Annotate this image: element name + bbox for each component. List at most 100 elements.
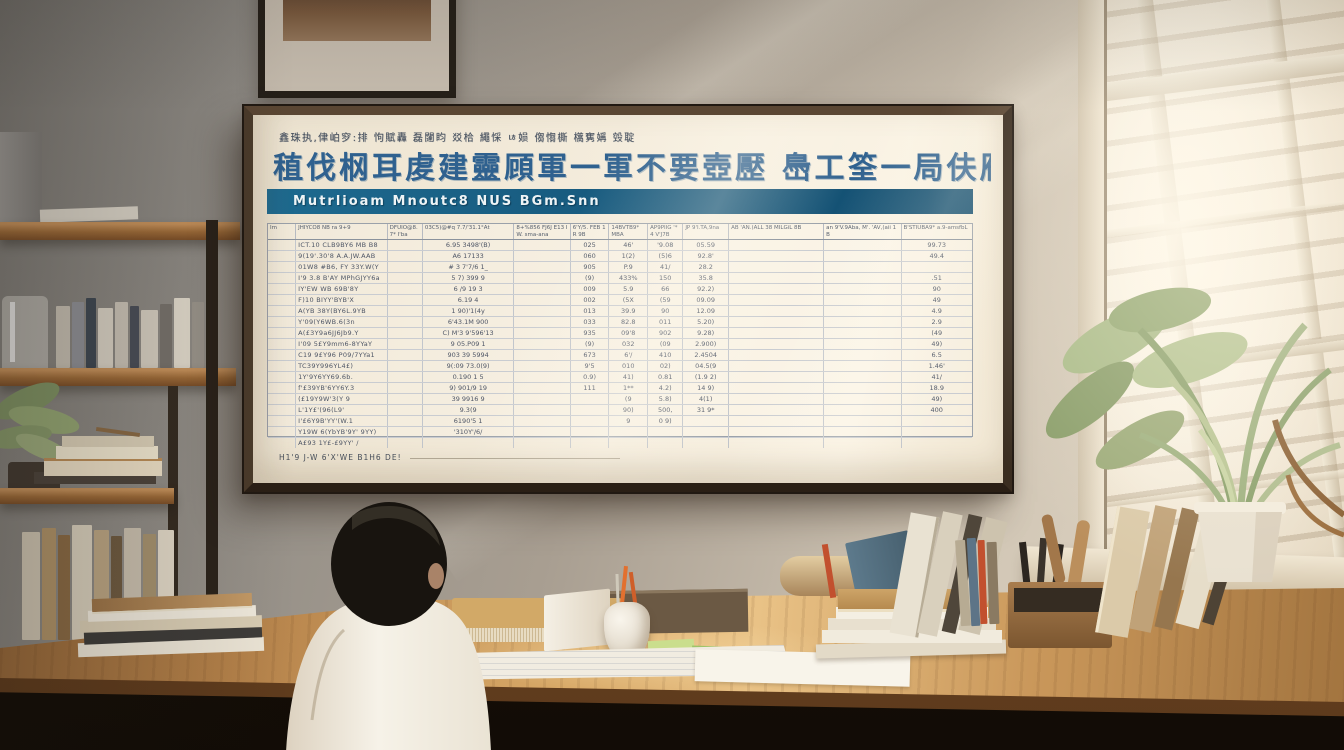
table-cell xyxy=(388,284,423,295)
table-cell xyxy=(609,427,649,438)
book-spine xyxy=(98,308,113,368)
table-header-cell: AP9PIIG '*4 V'J7B xyxy=(648,224,684,240)
table-cell xyxy=(824,306,902,317)
table-cell xyxy=(683,427,730,438)
table-cell: 6.95 3498'(B) xyxy=(423,240,515,251)
desk-organizer xyxy=(1008,513,1112,648)
table-cell: 49.4 xyxy=(929,252,944,261)
table-cell xyxy=(388,295,423,306)
table-header-cell: 14BVTB9* MBA xyxy=(609,224,649,240)
table-cell xyxy=(824,394,902,405)
table-cell xyxy=(514,394,571,405)
window-plant xyxy=(1045,287,1344,582)
table-cell: '310Y'/6/ xyxy=(423,427,515,438)
table-cell: 14 9) xyxy=(683,383,730,394)
table-cell xyxy=(571,427,610,438)
table-cell xyxy=(824,405,902,416)
table-cell xyxy=(514,416,571,427)
table-cell xyxy=(824,438,902,449)
table-cell xyxy=(824,383,902,394)
table-cell xyxy=(514,339,571,350)
table-cell xyxy=(268,284,297,295)
table-cell xyxy=(571,394,610,405)
table-cell: 6.19 4 xyxy=(423,295,515,306)
book-spine xyxy=(72,525,92,640)
table-cell xyxy=(514,273,571,284)
table-cell: C) M'3 9'596'13 xyxy=(423,328,515,339)
table-cell xyxy=(423,438,515,449)
table-cell xyxy=(648,438,684,449)
table-cell: (9) xyxy=(571,273,610,284)
bookshelf xyxy=(0,120,246,644)
dried-fronds xyxy=(1272,419,1344,538)
table-cell: .51 xyxy=(931,274,942,283)
table-row: Y19W 6(YbYB'9Y' 9YY) '310Y'/6/ xyxy=(268,427,972,439)
table-cell xyxy=(514,427,571,438)
organizer-box-interior xyxy=(1014,588,1106,612)
table-cell: L'1Y£'(96(L9' xyxy=(296,405,388,416)
table-header-cell: JHIYCO8 NB ra 9+9 xyxy=(296,224,388,240)
table-cell xyxy=(683,438,730,449)
table-cell: 92.8' xyxy=(683,251,730,262)
table-cell xyxy=(514,251,571,262)
table-cell: 05.59 xyxy=(683,240,730,251)
table-row: IY'EW WB 69B'8Y 6 /9 19 3 009 5.9 66 92.2) 90 xyxy=(268,284,972,296)
table-cell xyxy=(824,317,902,328)
table-cell: (09 xyxy=(648,339,684,350)
table-cell: 2.4504 xyxy=(683,350,730,361)
table-cell xyxy=(388,251,423,262)
window-frame-trim xyxy=(1078,0,1104,566)
table-row: A(YB 38Y(BY6L.9YB 1 90)'1(4y 013 39.9 90 12.0… xyxy=(268,306,972,318)
table-header-cell: AB 'AN.(ALL 38 MILGiL 8B xyxy=(729,224,825,240)
table-cell: 2.900) xyxy=(683,339,730,350)
table-cell xyxy=(514,295,571,306)
table-cell xyxy=(268,328,297,339)
table-cell xyxy=(514,240,571,251)
poster-kicker: 鑫珠执,侓岶穸:排 怐賦轟 磊闥盷 㸚㭘 繩㥒 ㄶ㛣 㑳㥮㯕 㰏㝦㛵 㲁聢 xyxy=(279,133,636,144)
table-cell xyxy=(268,262,297,273)
table-cell: (5X xyxy=(609,295,649,306)
table-cell: 04.5(9 xyxy=(683,361,730,372)
table-cell: 9(:09 73.0(9) xyxy=(423,361,515,372)
table-header-cell: Im xyxy=(268,224,297,240)
table-cell xyxy=(824,262,902,273)
table-cell: A£93 1Y£-£9YY' / xyxy=(296,438,388,449)
table-cell xyxy=(388,262,423,273)
table-cell xyxy=(729,427,825,438)
table-cell: 41) xyxy=(609,372,649,383)
poster-table: Im JHIYCO8 NB ra 9+9 DFUIO@8.7* I'ba 03C5)@… xyxy=(267,223,973,449)
table-cell xyxy=(571,405,610,416)
table-cell: 46' xyxy=(609,240,649,251)
table-cell xyxy=(388,416,423,427)
table-cell: 0.9) xyxy=(571,372,610,383)
table-cell xyxy=(268,361,297,372)
book-spine xyxy=(42,528,56,640)
table-cell xyxy=(609,438,649,449)
table-cell: 673 xyxy=(571,350,610,361)
table-cell xyxy=(729,372,825,383)
table-row: 1Y'9Y6YY69.6b. 0.190 1 5 0.9) 41) 0.81 (1.9 2… xyxy=(268,372,972,384)
table-cell: 09.09 xyxy=(683,295,730,306)
table-cell: ICT.10 CLB9BY6 MB B8 xyxy=(296,240,388,251)
table-cell xyxy=(388,317,423,328)
table-cell: 032 xyxy=(609,339,649,350)
table-cell xyxy=(388,306,423,317)
table-cell: 5 7) 399 9 xyxy=(423,273,515,284)
table-cell xyxy=(824,427,902,438)
table-cell: f'£39YB'6YY6Y.3 xyxy=(296,383,388,394)
table-cell xyxy=(268,295,297,306)
table-cell xyxy=(268,372,297,383)
table-cell: (9 xyxy=(609,394,649,405)
table-cell: A(£3Y9a6JJ6Jb9.Y xyxy=(296,328,388,339)
table-cell: 9(19'.30'8 A.A.JW.AAB xyxy=(296,251,388,262)
table-cell xyxy=(268,317,297,328)
table-header-row: Im JHIYCO8 NB ra 9+9 DFUIO@8.7* I'ba 03C5)@… xyxy=(268,224,972,241)
table-cell: 011 xyxy=(648,317,684,328)
table-cell: 013 xyxy=(571,306,610,317)
shelf-post xyxy=(206,220,218,644)
table-cell xyxy=(824,361,902,372)
plant-pot xyxy=(1194,502,1286,582)
table-header-cell: B'STIUBA9* a.9-amsfbL xyxy=(903,225,968,231)
table-row: f'£39YB'6YY6Y.3 9) 901/9 19 111 1** 4.2) 14 9… xyxy=(268,383,972,395)
